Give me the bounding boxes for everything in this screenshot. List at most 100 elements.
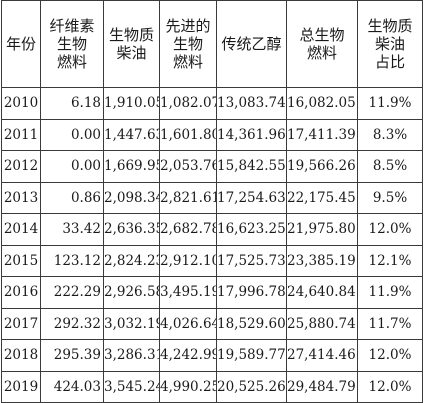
cell-advanced-biofuel: 2,821.61 xyxy=(159,181,217,214)
cell-biodiesel: 2,824.23 xyxy=(103,244,160,277)
header-row: 年份 纤维素 生物 燃料 生物质 柴油 先进的 生物 燃料 传统乙醇 总生物 燃… xyxy=(1,0,423,88)
cell-advanced-biofuel: 1,601.80 xyxy=(159,118,217,151)
cell-advanced-biofuel: 3,495.19 xyxy=(159,276,217,309)
cell-biodiesel-share: 12.0% xyxy=(357,213,423,246)
cell-year: 2013 xyxy=(1,181,41,214)
table-row: 2012 0.00 1,669.95 2,053.76 15,842.55 19,566.… xyxy=(1,150,423,183)
cell-cellulosic-biofuel: 295.39 xyxy=(40,339,104,372)
cell-conventional-ethanol: 17,525.73 xyxy=(216,244,287,277)
cell-advanced-biofuel: 4,990.25 xyxy=(159,370,217,403)
table-row: 2018 295.39 3,286.31 4,242.99 19,589.77 27,41… xyxy=(1,339,423,372)
cell-advanced-biofuel: 2,682.78 xyxy=(159,213,217,246)
header-cellulosic-line3: 燃料 xyxy=(56,53,87,71)
cell-year: 2014 xyxy=(1,213,41,246)
header-total-line2: 燃料 xyxy=(306,44,337,62)
cell-total-biofuel: 27,414.46 xyxy=(286,339,358,372)
header-biodiesel-line1: 生物质 xyxy=(108,26,154,44)
cell-biodiesel: 3,545.24 xyxy=(103,370,160,403)
cell-total-biofuel: 23,385.19 xyxy=(286,244,358,277)
header-ethanol-line: 传统乙醇 xyxy=(221,35,282,53)
table-row: 2010 6.18 1,910.05 1,082.07 13,083.74 16,082.… xyxy=(1,87,423,120)
cell-total-biofuel: 24,640.84 xyxy=(286,276,358,309)
table-row: 2011 0.00 1,447.63 1,601.80 14,361.96 17,411.… xyxy=(1,118,423,151)
cell-advanced-biofuel: 2,912.10 xyxy=(159,244,217,277)
header-share-line1: 生物质 xyxy=(367,17,413,35)
cell-cellulosic-biofuel: 33.42 xyxy=(40,213,104,246)
cell-cellulosic-biofuel: 0.00 xyxy=(40,150,104,183)
cell-biodiesel-share: 11.9% xyxy=(357,87,423,120)
cell-biodiesel: 2,636.35 xyxy=(103,213,160,246)
cell-year: 2018 xyxy=(1,339,41,372)
header-cellulosic-line1: 纤维素 xyxy=(49,17,95,35)
header-year-line: 年份 xyxy=(5,35,36,53)
header-advanced-line3: 燃料 xyxy=(172,53,203,71)
cell-cellulosic-biofuel: 123.12 xyxy=(40,244,104,277)
header-cellulosic-biofuel: 纤维素 生物 燃料 xyxy=(40,0,104,88)
cell-year: 2019 xyxy=(1,370,41,403)
cell-year: 2012 xyxy=(1,150,41,183)
cell-total-biofuel: 22,175.45 xyxy=(286,181,358,214)
cell-advanced-biofuel: 1,082.07 xyxy=(159,87,217,120)
cell-cellulosic-biofuel: 292.32 xyxy=(40,307,104,340)
header-advanced-biofuel: 先进的 生物 燃料 xyxy=(159,0,217,88)
cell-advanced-biofuel: 4,242.99 xyxy=(159,339,217,372)
header-total-line1: 总生物 xyxy=(299,26,345,44)
cell-cellulosic-biofuel: 6.18 xyxy=(40,87,104,120)
header-year: 年份 xyxy=(1,0,41,88)
cell-total-biofuel: 19,566.26 xyxy=(286,150,358,183)
header-advanced-line2: 生物 xyxy=(172,35,203,53)
cell-biodiesel: 1,669.95 xyxy=(103,150,160,183)
cell-conventional-ethanol: 19,589.77 xyxy=(216,339,287,372)
cell-cellulosic-biofuel: 424.03 xyxy=(40,370,104,403)
cell-cellulosic-biofuel: 0.00 xyxy=(40,118,104,151)
cell-biodiesel-share: 8.3% xyxy=(357,118,423,151)
header-share-line3: 占比 xyxy=(374,53,405,71)
header-biodiesel-share: 生物质 柴油 占比 xyxy=(357,0,423,88)
cell-cellulosic-biofuel: 222.29 xyxy=(40,276,104,309)
header-share-line2: 柴油 xyxy=(374,35,405,53)
cell-total-biofuel: 25,880.74 xyxy=(286,307,358,340)
cell-conventional-ethanol: 14,361.96 xyxy=(216,118,287,151)
cell-conventional-ethanol: 20,525.26 xyxy=(216,370,287,403)
table-body: 2010 6.18 1,910.05 1,082.07 13,083.74 16,082.… xyxy=(1,87,423,403)
cell-advanced-biofuel: 4,026.64 xyxy=(159,307,217,340)
table-row: 2019 424.03 3,545.24 4,990.25 20,525.26 29,48… xyxy=(1,370,423,403)
cell-biodiesel: 3,286.31 xyxy=(103,339,160,372)
header-total-biofuel: 总生物 燃料 xyxy=(286,0,358,88)
cell-biodiesel-share: 11.7% xyxy=(357,307,423,340)
cell-total-biofuel: 29,484.79 xyxy=(286,370,358,403)
table-row: 2017 292.32 3,032.19 4,026.64 18,529.60 25,88… xyxy=(1,307,423,340)
cell-biodiesel-share: 9.5% xyxy=(357,181,423,214)
cell-total-biofuel: 17,411.39 xyxy=(286,118,358,151)
cell-conventional-ethanol: 17,996.78 xyxy=(216,276,287,309)
cell-conventional-ethanol: 18,529.60 xyxy=(216,307,287,340)
table-row: 2014 33.42 2,636.35 2,682.78 16,623.25 21,975… xyxy=(1,213,423,246)
cell-year: 2016 xyxy=(1,276,41,309)
cell-conventional-ethanol: 17,254.63 xyxy=(216,181,287,214)
cell-biodiesel-share: 8.5% xyxy=(357,150,423,183)
cell-biodiesel-share: 12.0% xyxy=(357,339,423,372)
cell-biodiesel-share: 12.0% xyxy=(357,370,423,403)
cell-conventional-ethanol: 15,842.55 xyxy=(216,150,287,183)
cell-year: 2017 xyxy=(1,307,41,340)
cell-year: 2011 xyxy=(1,118,41,151)
header-cellulosic-line2: 生物 xyxy=(56,35,87,53)
cell-biodiesel: 2,926.58 xyxy=(103,276,160,309)
cell-advanced-biofuel: 2,053.76 xyxy=(159,150,217,183)
table-row: 2015 123.12 2,824.23 2,912.10 17,525.73 23,38… xyxy=(1,244,423,277)
table-row: 2016 222.29 2,926.58 3,495.19 17,996.78 24,64… xyxy=(1,276,423,309)
header-advanced-line1: 先进的 xyxy=(165,17,211,35)
cell-year: 2010 xyxy=(1,87,41,120)
cell-biodiesel: 3,032.19 xyxy=(103,307,160,340)
cell-biodiesel-share: 12.1% xyxy=(357,244,423,277)
cell-biodiesel: 1,447.63 xyxy=(103,118,160,151)
cell-biodiesel: 1,910.05 xyxy=(103,87,160,120)
cell-year: 2015 xyxy=(1,244,41,277)
cell-biodiesel: 2,098.34 xyxy=(103,181,160,214)
header-biodiesel-line2: 柴油 xyxy=(116,44,147,62)
cell-conventional-ethanol: 16,623.25 xyxy=(216,213,287,246)
cell-biodiesel-share: 11.9% xyxy=(357,276,423,309)
table-row: 2013 0.86 2,098.34 2,821.61 17,254.63 22,175.… xyxy=(1,181,423,214)
header-biodiesel: 生物质 柴油 xyxy=(103,0,160,88)
